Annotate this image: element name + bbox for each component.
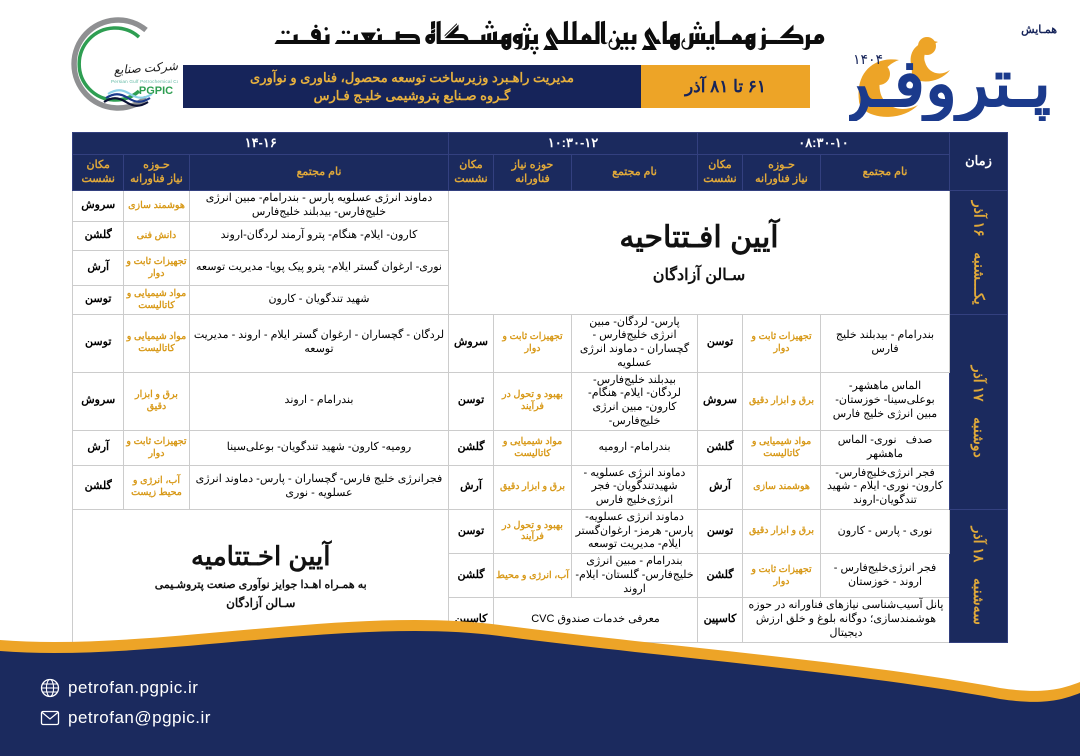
svg-text:PGPIC: PGPIC <box>139 85 173 97</box>
svg-text:همـایش: همـایش <box>1021 24 1057 36</box>
svg-text:Persian Gulf Petrochemical Co.: Persian Gulf Petrochemical Co. <box>111 79 178 84</box>
svg-text:پـتروفـن: پـتروفـن <box>849 46 1051 121</box>
svg-text:شرکت صنایع: شرکت صنایع <box>113 59 178 78</box>
